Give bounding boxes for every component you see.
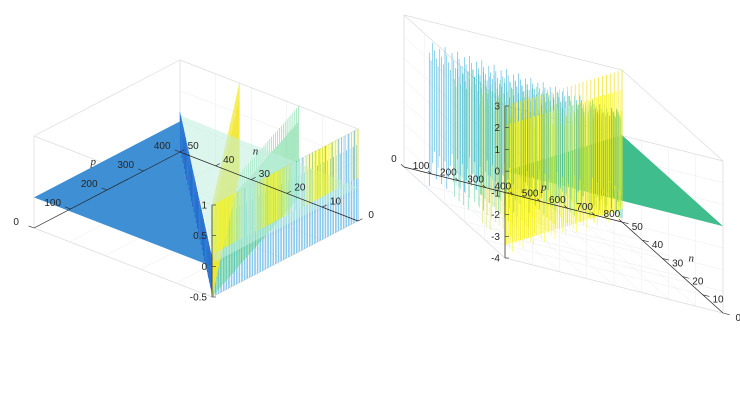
- x-tick: [621, 221, 629, 224]
- x-tick: [682, 276, 690, 279]
- y-tick: [65, 206, 71, 210]
- z-tick-labels: -4 -3 -2 -1 0 1 2 3: [491, 102, 500, 265]
- z-tick-label: -2: [491, 210, 500, 221]
- y-tick: [174, 149, 181, 153]
- x-tick: [179, 149, 185, 153]
- y-tick: [591, 212, 595, 216]
- x-tick: [286, 190, 292, 194]
- x-tick-label: 20: [294, 183, 306, 194]
- x-axis-label: n: [688, 253, 694, 265]
- x-tick: [702, 294, 710, 297]
- axes-lines: [28, 149, 363, 298]
- y-tick: [400, 164, 405, 168]
- y-tick: [564, 205, 568, 209]
- y-axis-label: p: [540, 181, 547, 193]
- y-tick-label: 400: [495, 181, 512, 192]
- z-tick-label: 0.5: [193, 231, 207, 242]
- x-tick: [251, 177, 256, 180]
- x-tick-label: 50: [188, 141, 200, 152]
- y-tick-label: 200: [81, 179, 98, 190]
- x-tick-label: 40: [652, 240, 664, 251]
- x-tick: [322, 204, 327, 208]
- y-tick-label: 500: [522, 188, 539, 199]
- z-tick-label: -3: [491, 232, 500, 243]
- y-tick: [455, 177, 459, 181]
- z-tick-label: 0: [201, 262, 207, 273]
- y-tick: [618, 219, 623, 223]
- axes-lines: [400, 105, 730, 315]
- x-tick: [722, 312, 730, 315]
- x-tick-label: 20: [692, 276, 704, 287]
- y-tick-label: 300: [117, 160, 134, 171]
- y-tick: [509, 191, 514, 195]
- surface-plot-left: 0 10 20 30 40 50 0 100 200 300 400 -0.5 0 0.5 1 n p: [13, 59, 375, 304]
- y-tick-label: 0: [13, 217, 19, 228]
- x-tick-label: 30: [259, 169, 271, 180]
- x-tick-labels: 0 10 20 30 40 50: [188, 141, 375, 221]
- z-tick-label: 1: [494, 145, 500, 156]
- y-tick: [101, 187, 108, 191]
- y-tick: [28, 225, 35, 229]
- x-tick-label: 0: [735, 313, 740, 324]
- y-tick-label: 200: [440, 168, 457, 179]
- y-tick-label: 0: [391, 154, 397, 165]
- y-tick-label: 600: [549, 195, 566, 206]
- z-tick-label: -4: [491, 254, 500, 265]
- z-tick-label: 0: [494, 167, 500, 178]
- y-tick-label: 300: [467, 175, 484, 186]
- y-tick-label: 700: [576, 202, 593, 213]
- y-tick: [482, 184, 486, 188]
- y-tick-label: 400: [154, 141, 171, 152]
- y-tick-label: 100: [413, 161, 430, 172]
- x-tick-label: 0: [368, 210, 374, 221]
- x-tick: [215, 163, 221, 167]
- y-tick-labels: 0 100 200 300 400: [13, 141, 171, 228]
- y-axis-label: p: [90, 156, 97, 168]
- z-tick-labels: -0.5 0 0.5 1: [190, 201, 208, 304]
- x-tick: [662, 258, 670, 261]
- y-tick-label: 800: [604, 209, 621, 220]
- x-tick-labels: 0 10 20 30 40 50: [632, 222, 740, 324]
- z-tick-label: 2: [494, 123, 500, 134]
- y-tick: [537, 198, 541, 202]
- x-tick: [642, 239, 649, 243]
- y-tick: [138, 168, 144, 172]
- y-tick-label: 100: [44, 198, 61, 209]
- x-axis-label: n: [253, 146, 259, 158]
- flat-region: [34, 121, 212, 267]
- z-tick-label: -1: [491, 188, 500, 199]
- x-tick: [357, 218, 363, 222]
- z-tick-label: 1: [201, 201, 207, 212]
- surface: [428, 42, 723, 252]
- x-tick-label: 40: [223, 155, 235, 166]
- x-tick-label: 10: [330, 196, 342, 207]
- x-tick-label: 10: [712, 295, 724, 306]
- x-tick-label: 50: [632, 222, 644, 233]
- surface: [34, 83, 359, 297]
- y-tick: [428, 170, 432, 175]
- z-tick-label: -0.5: [190, 293, 208, 304]
- x-tick-label: 30: [672, 258, 684, 269]
- z-tick-label: 3: [494, 102, 500, 113]
- y-tick-labels: 0 100 200 300 400 500 600 700 800: [391, 154, 621, 220]
